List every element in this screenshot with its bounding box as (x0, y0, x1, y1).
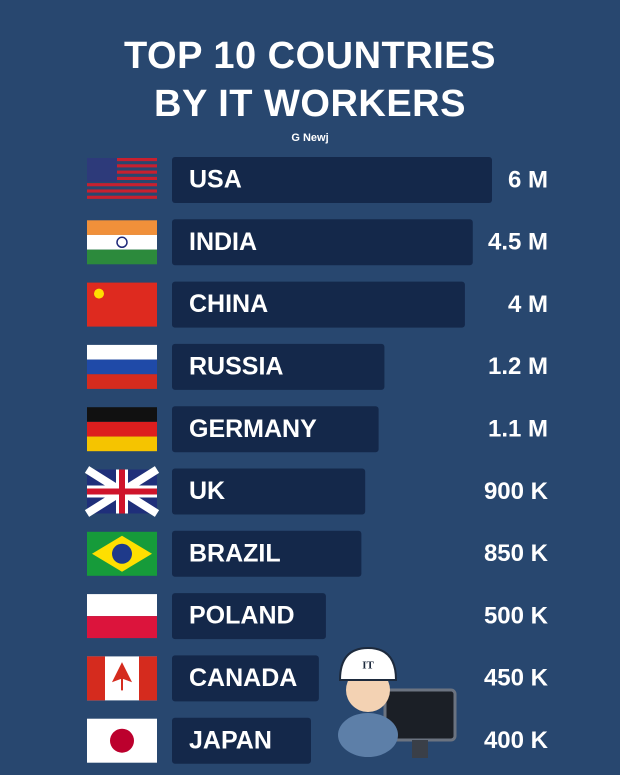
category-label: JAPAN (189, 726, 272, 754)
flag-cross-red (87, 469, 157, 514)
bar (172, 343, 385, 390)
flag-stripe (87, 170, 157, 174)
flag (84, 466, 160, 517)
flag-stripe (87, 359, 157, 375)
value-label: 900 K (484, 478, 549, 505)
flag-stripe (87, 249, 157, 265)
bar (172, 593, 326, 640)
value-label: 400 K (484, 727, 549, 754)
flag (87, 656, 157, 701)
helmet (338, 646, 398, 681)
flag-globe (112, 543, 132, 564)
value-label: 850 K (484, 540, 549, 567)
flag-stripe (87, 234, 157, 250)
flag-stripe (87, 195, 157, 199)
monitor-stand (412, 740, 428, 758)
flag-stripe (87, 164, 157, 168)
category-label: CHINA (189, 290, 268, 318)
worker-body (338, 713, 398, 757)
value-label: 500 K (484, 602, 549, 629)
flag-canton (87, 158, 117, 182)
category-label: USA (189, 166, 242, 194)
flag-stripe (87, 436, 157, 452)
bar (172, 468, 366, 515)
flag (87, 718, 157, 763)
flag-stripe (87, 189, 157, 193)
flag (87, 407, 157, 452)
value-label: 6 M (508, 166, 548, 193)
flag (87, 344, 157, 389)
category-label: INDIA (189, 228, 257, 256)
bar (172, 281, 465, 328)
flag-stripe (87, 183, 157, 187)
helmet-text: IT (362, 660, 374, 672)
category-label: RUSSIA (189, 353, 283, 381)
flag-stripe (87, 220, 157, 235)
value-label: 4.5 M (488, 229, 548, 256)
flag-leaf (111, 662, 133, 691)
flag-wheel (116, 236, 128, 249)
flag-stripe (87, 407, 157, 422)
flag-stripe (87, 176, 157, 180)
flag-sun (110, 728, 134, 753)
flag-stripe (87, 158, 157, 162)
category-label: CANADA (189, 664, 297, 692)
flag-star (94, 288, 104, 299)
flag (87, 531, 157, 576)
flag (87, 282, 157, 327)
value-label: 450 K (484, 665, 549, 692)
flag-stripe (87, 374, 157, 389)
bar (172, 655, 319, 702)
chart-title: TOP 10 COUNTRIES BY IT WORKERS (124, 35, 496, 125)
worker-illustration: IT (338, 646, 457, 758)
flag-band (87, 656, 105, 701)
flag-stripe (87, 616, 157, 639)
category-label: UK (189, 477, 225, 505)
value-label: 1.2 M (488, 353, 548, 380)
flag (87, 594, 157, 639)
bar (172, 530, 362, 577)
flag-stripe (87, 421, 157, 437)
bar (172, 406, 379, 453)
flag-stripe (87, 344, 157, 360)
bar (172, 219, 473, 266)
bar (172, 717, 311, 764)
category-label: BRAZIL (189, 539, 281, 567)
value-label: 4 M (508, 291, 548, 318)
flag-band (139, 656, 157, 701)
bar (172, 157, 492, 203)
category-label: POLAND (189, 602, 295, 630)
value-label: 1.1 M (488, 416, 548, 443)
source: G Newj (291, 132, 329, 144)
flag (87, 158, 157, 199)
flag-stripe (87, 594, 157, 617)
category-label: GERMANY (189, 415, 317, 443)
flag (87, 220, 157, 265)
